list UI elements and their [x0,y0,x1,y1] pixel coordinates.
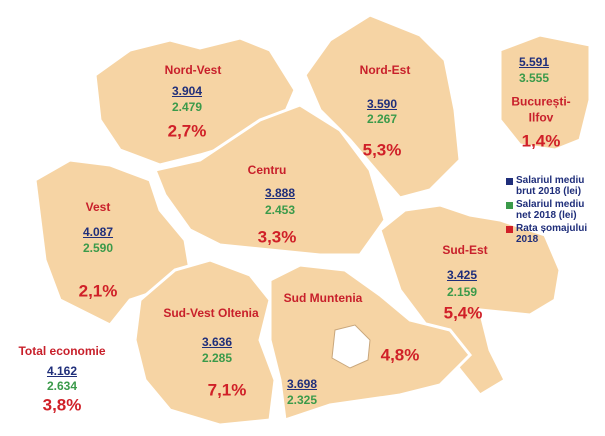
net-salary: 2.267 [366,112,398,126]
region-name: București-Ilfov [511,94,571,124]
unemployment-rate: 2,1% [78,281,118,301]
legend-label: Rata șomajului 2018 [516,223,588,245]
net-salary: 2.285 [201,351,233,365]
region-shape [498,33,592,152]
region-name: Sud Muntenia [283,291,363,305]
regions [33,13,592,427]
unemployment-rate: 5,3% [362,140,402,160]
region-shape [133,258,277,427]
region-name: Sud-Est [442,243,488,257]
unemployment-rate: 7,1% [207,380,247,400]
unemployment-rate: 2,7% [167,121,207,141]
region-shape [152,103,387,257]
gross-salary: 3.904 [171,84,203,98]
region-name: Centru [247,163,287,177]
region-name: Vest [85,200,111,214]
region-name: Nord-Est [359,63,411,77]
gross-salary: 5.591 [518,55,550,69]
legend-swatch [506,202,513,209]
gross-salary: 3.888 [264,186,296,200]
unemployment-rate: 3,3% [257,227,297,247]
city-enclave [331,324,371,369]
legend-swatch [506,178,513,185]
legend-label: Salariul mediu brut 2018 (lei) [516,175,585,197]
net-salary: 2.325 [286,393,318,407]
region-shape [303,13,462,200]
unemployment-rate: 5,4% [443,303,483,323]
gross-salary: 3.636 [201,335,233,349]
gross-salary: 3.698 [286,377,318,391]
legend-label: Salariul mediu net 2018 (lei) [516,199,585,221]
net-salary: 2.453 [264,203,296,217]
total-net-salary: 2.634 [46,379,78,393]
gross-salary: 3.425 [446,268,478,282]
gross-salary: 3.590 [366,97,398,111]
legend-swatch [506,226,513,233]
region-name: Nord-Vest [164,63,222,77]
net-salary: 2.159 [446,285,478,299]
total-unemployment-rate: 3,8% [42,395,82,415]
net-salary: 2.590 [82,241,114,255]
net-salary: 2.479 [171,100,203,114]
unemployment-rate: 1,4% [521,131,561,151]
total-region-name: Total economie [18,344,106,358]
unemployment-rate: 4,8% [380,345,420,365]
region-name: Sud-Vest Oltenia [163,306,259,320]
net-salary: 3.555 [518,71,550,85]
total-gross-salary: 4.162 [46,364,78,378]
gross-salary: 4.087 [82,225,114,239]
